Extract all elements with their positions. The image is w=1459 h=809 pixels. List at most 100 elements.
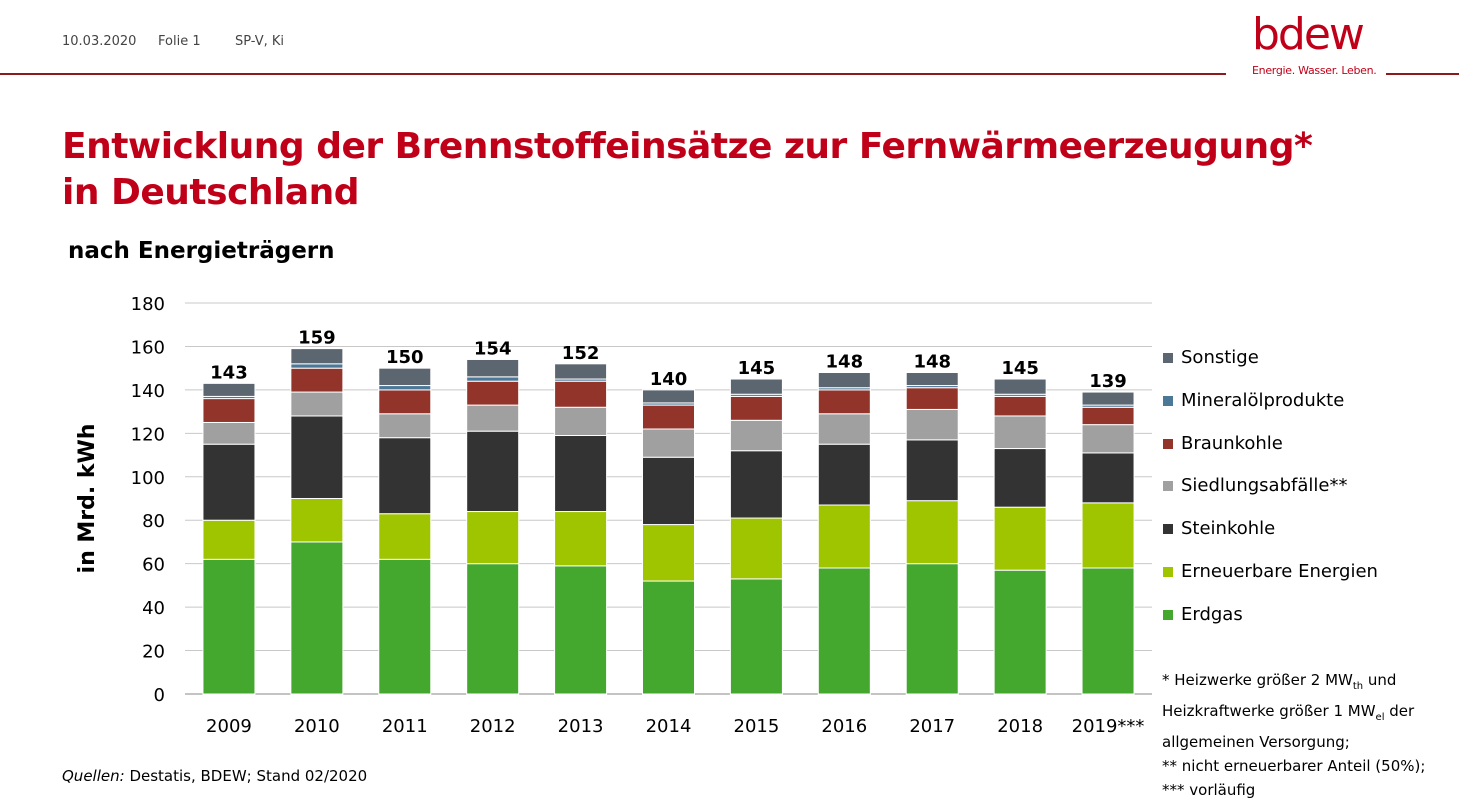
bar-total-label: 145	[738, 358, 776, 379]
bar-segment-steinkohle	[993, 448, 1047, 508]
bar-segment-erdgas	[642, 580, 695, 695]
bar-segment-braunkohle	[202, 398, 256, 423]
legend-label: Erneuerbare Energien	[1181, 561, 1378, 582]
slide-title-line-2: in Deutschland	[62, 172, 360, 213]
logo-tagline: Energie. Wasser. Leben.	[1252, 64, 1377, 77]
x-tick-label: 2010	[294, 716, 340, 737]
header-divider-right	[1386, 73, 1459, 75]
footnote-line-5: *** vorläufig	[1162, 781, 1256, 799]
y-tick-label: 180	[131, 294, 165, 315]
bar-segment-braunkohle	[1081, 406, 1135, 426]
bar-segment-sonstige	[642, 389, 695, 404]
bar-segment-braunkohle	[290, 367, 344, 393]
bar-total-label: 154	[474, 338, 512, 359]
legend-swatch	[1163, 395, 1173, 406]
bar-segment-minerallprodukte	[290, 363, 344, 369]
bar-segment-erneuerbareenergien	[817, 504, 871, 569]
bar-segment-sonstige	[993, 378, 1047, 395]
bar-total-label: 150	[386, 347, 424, 368]
bar-segment-erneuerbareenergien	[993, 506, 1047, 571]
x-tick-label: 2013	[558, 716, 604, 737]
bar-segment-siedlungsabflle	[202, 421, 256, 445]
bar-segment-erneuerbareenergien	[290, 498, 344, 543]
footnote-line-2: Heizkraftwerke größer 1 MWel der	[1162, 702, 1415, 723]
bar-segment-steinkohle	[290, 415, 344, 500]
bar-total-label: 148	[826, 352, 864, 373]
x-tick-label: 2018	[997, 716, 1043, 737]
bar-segment-braunkohle	[905, 387, 959, 410]
bar-segment-steinkohle	[202, 443, 256, 521]
x-tick-label: 2014	[646, 716, 692, 737]
x-tick-label: 2011	[382, 716, 428, 737]
bar-segment-sonstige	[290, 348, 344, 365]
legend-swatch	[1163, 438, 1173, 449]
bar-total-label: 152	[562, 343, 600, 364]
bar-total-label: 139	[1089, 371, 1127, 392]
bar-segment-erdgas	[378, 558, 432, 695]
bar-segment-sonstige	[466, 358, 520, 378]
bar-segment-erdgas	[905, 563, 959, 695]
header-author: SP-V, Ki	[235, 34, 285, 49]
bar-total-label: 140	[650, 369, 688, 390]
bar-segment-braunkohle	[554, 380, 608, 408]
bar-segment-braunkohle	[993, 395, 1047, 417]
bar-segment-erdgas	[1081, 567, 1135, 695]
bar-segment-erneuerbareenergien	[642, 524, 695, 582]
bar-segment-steinkohle	[642, 456, 695, 526]
bar-segment-minerallprodukte	[466, 376, 520, 382]
bar-segment-siedlungsabflle	[554, 406, 608, 437]
x-tick-label: 2012	[470, 716, 516, 737]
bar-segment-braunkohle	[817, 389, 871, 415]
bar-segment-steinkohle	[1081, 452, 1135, 504]
legend-label: Steinkohle	[1181, 518, 1276, 540]
legend-label: Erdgas	[1181, 603, 1243, 625]
y-tick-label: 100	[131, 468, 165, 489]
bar-segment-steinkohle	[817, 443, 871, 506]
y-axis-title: in Mrd. kWh	[75, 424, 100, 574]
bar-total-label: 145	[1001, 358, 1039, 379]
bar-segment-erneuerbareenergien	[466, 511, 520, 565]
bar-segment-erdgas	[554, 565, 608, 695]
bar-segment-siedlungsabflle	[817, 413, 871, 445]
footnote-line-1: * Heizwerke größer 2 MWth und	[1162, 671, 1397, 692]
x-tick-label: 2015	[734, 716, 780, 737]
bar-segment-sonstige	[729, 378, 783, 395]
bar-segment-braunkohle	[642, 404, 695, 430]
header-divider	[0, 73, 1226, 75]
bar-segment-siedlungsabflle	[905, 408, 959, 441]
logo-wordmark: bdew	[1252, 9, 1365, 60]
legend-label: Sonstige	[1181, 347, 1259, 368]
bar-segment-braunkohle	[729, 395, 783, 421]
bar-total-label: 143	[210, 362, 248, 383]
bar-segment-erdgas	[466, 563, 520, 695]
bar-segment-siedlungsabflle	[993, 415, 1047, 450]
bar-segment-steinkohle	[729, 450, 783, 519]
x-tick-label: 2009	[206, 716, 252, 737]
bar-segment-minerallprodukte	[378, 385, 432, 391]
y-tick-label: 80	[142, 511, 165, 532]
bar-segment-sonstige	[905, 372, 959, 387]
y-tick-label: 60	[142, 555, 165, 576]
bar-segment-erneuerbareenergien	[905, 500, 959, 565]
legend-label: Siedlungsabfälle**	[1181, 475, 1348, 497]
bar-segment-steinkohle	[905, 439, 959, 502]
y-tick-label: 160	[131, 337, 165, 358]
bar-segment-steinkohle	[466, 430, 520, 513]
y-tick-label: 140	[131, 381, 165, 402]
bar-segment-steinkohle	[378, 437, 432, 515]
bar-segment-erdgas	[817, 567, 871, 695]
footnote-line-4: ** nicht erneuerbarer Anteil (50%);	[1162, 757, 1426, 775]
header-slide-number: Folie 1	[158, 34, 201, 49]
bar-segment-siedlungsabflle	[466, 404, 520, 432]
legend-swatch	[1163, 567, 1173, 577]
source-note: Quellen: Destatis, BDEW; Stand 02/2020	[62, 767, 368, 785]
bar-segment-erneuerbareenergien	[554, 511, 608, 567]
y-tick-label: 20	[142, 642, 165, 663]
slide-title: Entwicklung der Brennstoffeinsätze zur F…	[62, 124, 1313, 216]
bar-segment-siedlungsabflle	[729, 419, 783, 452]
bar-segment-siedlungsabflle	[1081, 424, 1135, 454]
legend-label: Braunkohle	[1181, 432, 1283, 454]
chart-subtitle: nach Energieträgern	[68, 238, 335, 264]
bar-segment-erneuerbareenergien	[202, 519, 256, 560]
